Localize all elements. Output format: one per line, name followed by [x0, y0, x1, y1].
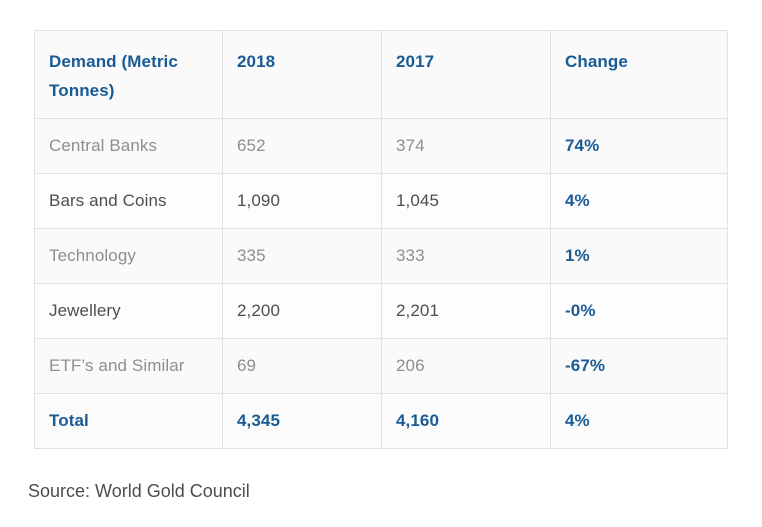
table-row-central-banks: Central Banks 652 374 74%	[34, 118, 728, 174]
value-2018: 1,090	[222, 173, 382, 229]
row-label: Bars and Coins	[34, 173, 223, 229]
col-header-change: Change	[550, 30, 728, 119]
value-2017: 374	[381, 118, 551, 174]
value-change: 4%	[550, 173, 728, 229]
table-row-etfs-and-similar: ETF’s and Similar 69 206 -67%	[34, 338, 728, 394]
value-2017: 333	[381, 228, 551, 284]
value-2017: 206	[381, 338, 551, 394]
table-row-jewellery: Jewellery 2,200 2,201 -0%	[34, 283, 728, 339]
source-note: Source: World Gold Council	[28, 481, 250, 501]
value-2018: 69	[222, 338, 382, 394]
value-2018: 652	[222, 118, 382, 174]
row-label: Technology	[34, 228, 223, 284]
value-2017: 4,160	[381, 393, 551, 449]
row-label: ETF’s and Similar	[34, 338, 223, 394]
value-2018: 2,200	[222, 283, 382, 339]
table-row-bars-and-coins: Bars and Coins 1,090 1,045 4%	[34, 173, 728, 229]
table-row-technology: Technology 335 333 1%	[34, 228, 728, 284]
col-header-2017: 2017	[381, 30, 551, 119]
value-change: -0%	[550, 283, 728, 339]
value-change: -67%	[550, 338, 728, 394]
row-label: Jewellery	[34, 283, 223, 339]
gold-demand-table: Demand (Metric Tonnes) 2018 2017 Change …	[34, 30, 728, 449]
row-label: Total	[34, 393, 223, 449]
value-change: 1%	[550, 228, 728, 284]
table-header-row: Demand (Metric Tonnes) 2018 2017 Change	[34, 30, 728, 119]
col-header-2018: 2018	[222, 30, 382, 119]
value-2017: 1,045	[381, 173, 551, 229]
value-2018: 4,345	[222, 393, 382, 449]
col-header-demand: Demand (Metric Tonnes)	[34, 30, 223, 119]
value-change: 4%	[550, 393, 728, 449]
value-2017: 2,201	[381, 283, 551, 339]
value-change: 74%	[550, 118, 728, 174]
value-2018: 335	[222, 228, 382, 284]
row-label: Central Banks	[34, 118, 223, 174]
table-row-total: Total 4,345 4,160 4%	[34, 393, 728, 449]
